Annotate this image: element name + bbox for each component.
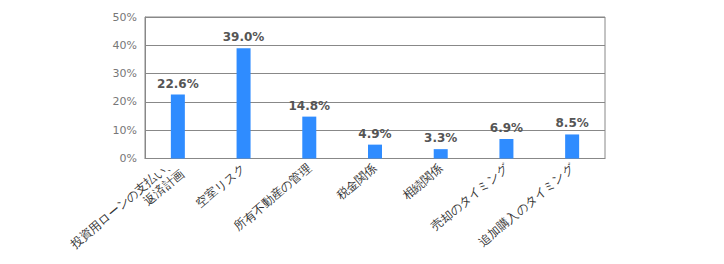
- svg-text:8.5%: 8.5%: [556, 116, 589, 130]
- svg-text:返済計画: 返済計画: [141, 166, 187, 208]
- svg-text:所有不動産の管理: 所有不動産の管理: [231, 161, 314, 233]
- svg-text:6.9%: 6.9%: [490, 121, 523, 135]
- svg-text:20%: 20%: [113, 95, 137, 108]
- svg-text:4.9%: 4.9%: [358, 127, 391, 141]
- svg-text:3.3%: 3.3%: [424, 131, 457, 145]
- svg-text:39.0%: 39.0%: [223, 30, 265, 44]
- svg-text:空室リスク: 空室リスク: [193, 161, 248, 210]
- svg-text:50%: 50%: [113, 11, 137, 24]
- svg-text:10%: 10%: [113, 124, 137, 137]
- svg-text:22.6%: 22.6%: [157, 77, 199, 91]
- svg-text:売却のタイミング: 売却のタイミング: [428, 161, 511, 234]
- svg-text:投資用ローンの支払い、: 投資用ローンの支払い、: [67, 156, 178, 252]
- svg-text:税金関係: 税金関係: [334, 161, 380, 203]
- svg-text:40%: 40%: [113, 39, 137, 52]
- svg-text:追加購入のタイミング: 追加購入のタイミング: [476, 160, 578, 249]
- svg-text:相続関係: 相続関係: [399, 161, 445, 203]
- svg-text:0%: 0%: [120, 152, 137, 165]
- svg-text:14.8%: 14.8%: [288, 99, 330, 113]
- svg-text:30%: 30%: [113, 67, 137, 80]
